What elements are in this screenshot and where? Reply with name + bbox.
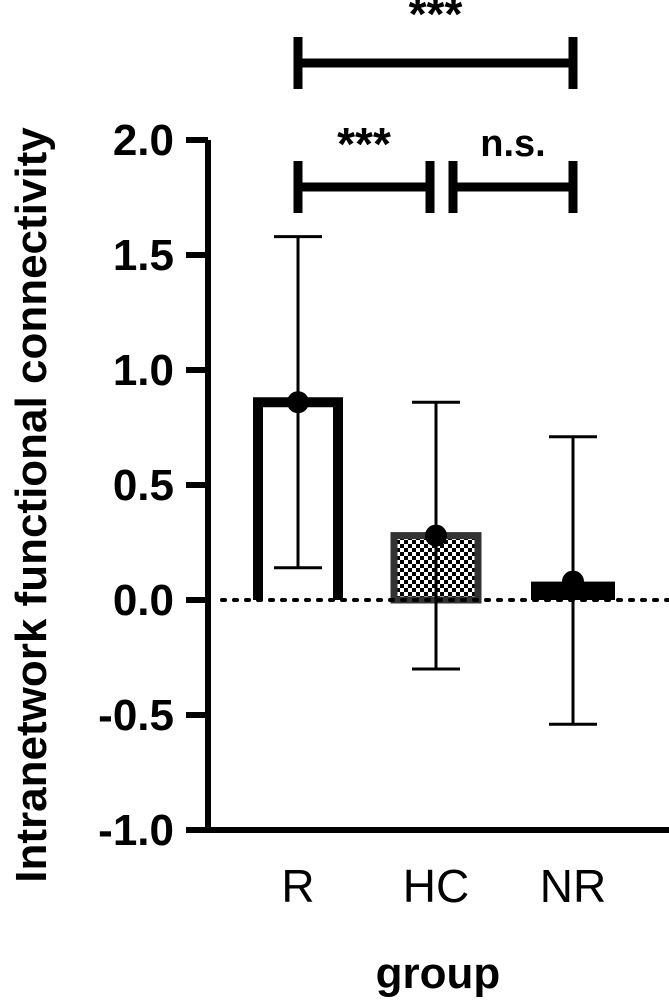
y-tick-label: -0.5 [98, 691, 174, 740]
mean-point [287, 391, 309, 414]
x-axis-label: group [376, 949, 501, 998]
y-tick-label: -1.0 [98, 806, 174, 855]
significance-label: *** [409, 0, 463, 40]
significance-brackets: *** *** n.s. [293, 0, 578, 213]
mean-point [562, 570, 584, 593]
significance-bracket: *** [293, 0, 578, 89]
y-tick-label: 0.5 [113, 461, 174, 510]
y-tick-label: 1.0 [113, 346, 174, 395]
mean-point [425, 524, 447, 547]
y-tick-label: 1.5 [113, 231, 174, 280]
y-tick-label: 2.0 [113, 116, 174, 165]
y-axis-label: Intranetwork functional connectivity [7, 127, 56, 883]
x-tick-label: NR [540, 860, 606, 912]
y-tick-label: 0.0 [113, 576, 174, 625]
significance-bracket: n.s. [448, 123, 578, 213]
x-axis: R HC NR [205, 598, 669, 912]
significance-label: n.s. [480, 123, 545, 165]
bar-series [253, 235, 615, 726]
y-axis: -1.0 -0.5 0.0 0.5 1.0 1.5 2.0 [98, 116, 211, 855]
x-tick-label: R [281, 860, 314, 912]
significance-bracket: *** [293, 118, 435, 213]
significance-label: *** [337, 118, 391, 170]
x-tick-label: HC [403, 860, 469, 912]
